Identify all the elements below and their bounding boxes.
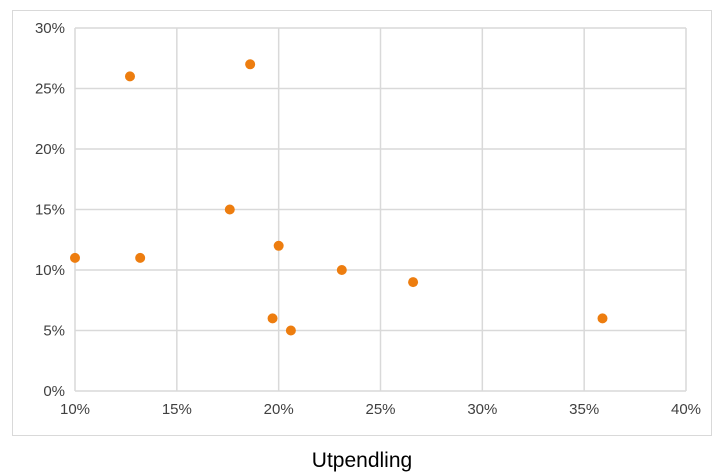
data-point xyxy=(135,252,146,263)
tick-labels: 0% 5% 10% 15% 20% 25% 30% 10% 15% 20% 25% 30% 35% 40% xyxy=(35,20,701,418)
data-points xyxy=(70,59,608,336)
data-point xyxy=(285,325,296,336)
y-tick-label: 10% xyxy=(35,262,65,279)
data-point xyxy=(245,59,256,70)
data-point xyxy=(273,240,284,251)
data-point xyxy=(267,313,278,324)
data-point xyxy=(408,277,419,288)
data-point xyxy=(597,313,608,324)
x-tick-label: 25% xyxy=(365,401,395,418)
x-tick-label: 35% xyxy=(569,401,599,418)
y-tick-label: 0% xyxy=(43,383,65,400)
x-axis-title: Utpendling xyxy=(312,449,412,472)
y-tick-label: 5% xyxy=(43,323,65,340)
y-tick-label: 20% xyxy=(35,141,65,158)
data-point xyxy=(336,265,347,275)
y-tick-label: 15% xyxy=(35,202,65,219)
x-tick-label: 20% xyxy=(264,401,294,418)
x-tick-label: 10% xyxy=(60,401,90,418)
x-tick-label: 30% xyxy=(467,401,497,418)
data-point xyxy=(70,252,80,263)
y-tick-label: 30% xyxy=(35,20,65,37)
grid-lines xyxy=(74,27,687,392)
y-tick-label: 25% xyxy=(35,81,65,98)
x-tick-label: 40% xyxy=(671,401,701,418)
data-point xyxy=(224,204,235,215)
data-point xyxy=(124,71,135,82)
x-tick-label: 15% xyxy=(162,401,192,418)
